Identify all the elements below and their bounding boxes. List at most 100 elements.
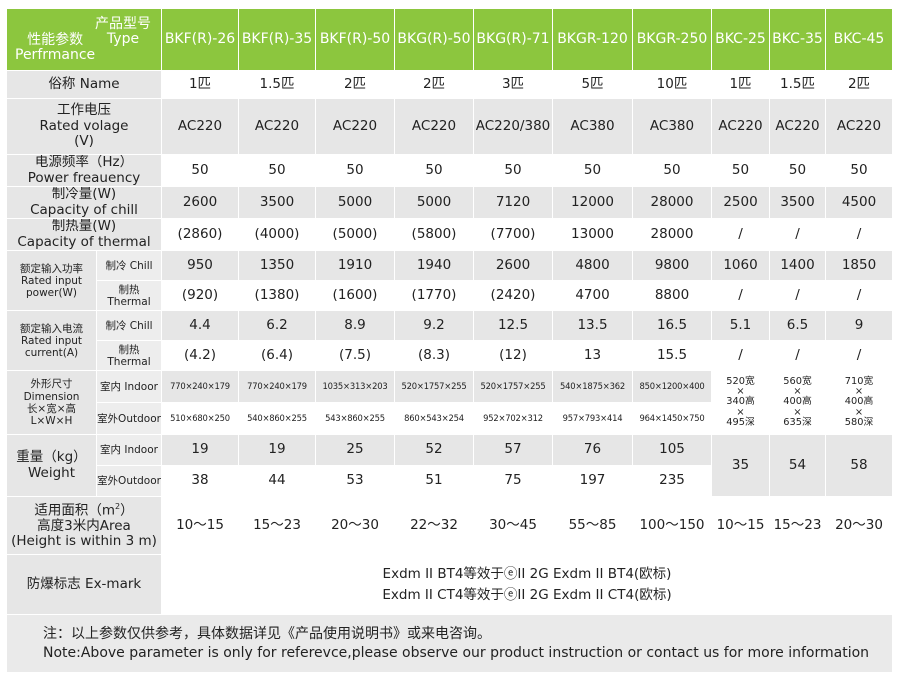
sub-label-outdoor: 室外Outdoor	[96, 402, 162, 436]
row-label-area: 适用面积（m2） 高度3米内Area (Height is within 3 m…	[6, 496, 162, 556]
sub-label-chill: 制冷 Chill	[96, 310, 162, 342]
sub-label-outdoor: 室外Outdoor	[96, 465, 162, 498]
table-cell: 50	[769, 153, 826, 188]
table-cell: 2匹	[315, 70, 395, 99]
table-cell: 1匹	[711, 70, 770, 99]
table-cell: /	[711, 340, 770, 372]
table-cell: 50	[825, 153, 893, 188]
table-cell: 54	[769, 434, 826, 498]
sub-label-indoor: 室内 Indoor	[96, 434, 162, 467]
table-cell: 860×543×254	[394, 402, 474, 436]
table-cell: AC380	[552, 98, 633, 155]
model-header: BKF(R)-50	[315, 8, 395, 71]
table-cell: 50	[394, 153, 474, 188]
table-cell: 1350	[238, 250, 316, 282]
table-cell: (2420)	[473, 280, 553, 312]
bkc-dimension-cell: 520宽 × 340高 × 495深	[711, 370, 770, 436]
table-cell: 9	[825, 310, 893, 342]
table-cell: 540×860×255	[238, 402, 316, 436]
table-cell: AC220	[769, 98, 826, 155]
table-cell: /	[711, 218, 770, 252]
sub-label-thermal: 制热 Thermal	[96, 280, 162, 312]
table-cell: AC220	[315, 98, 395, 155]
table-row: 室外Outdoor 510×680×250 540×860×255 543×86…	[7, 402, 893, 436]
table-cell: 957×793×414	[552, 402, 633, 436]
table-cell: 35	[711, 434, 770, 498]
table-cell: 50	[552, 153, 633, 188]
table-cell: 950	[161, 250, 239, 282]
table-cell: 10匹	[632, 70, 712, 99]
table-cell: 3500	[238, 186, 316, 220]
table-cell: 2匹	[825, 70, 893, 99]
table-cell: 2匹	[394, 70, 474, 99]
table-cell: /	[825, 280, 893, 312]
table-row: 室外Outdoor 38 44 53 51 75 197 235	[7, 465, 893, 498]
row-label-weight: 重量（kg） Weight	[6, 434, 97, 498]
table-cell: 1035×313×203	[315, 370, 395, 404]
table-cell: 53	[315, 465, 395, 498]
table-cell: 28000	[632, 186, 712, 220]
table-cell: 19	[238, 434, 316, 467]
table-cell: 5000	[394, 186, 474, 220]
table-cell: 8.9	[315, 310, 395, 342]
model-header: BKG(R)-71	[473, 8, 553, 71]
row-label-current: 额定输入电流 Rated input current(A)	[6, 310, 97, 372]
table-cell: 1060	[711, 250, 770, 282]
table-cell: (7700)	[473, 218, 553, 252]
table-cell: 50	[315, 153, 395, 188]
table-cell: 19	[161, 434, 239, 467]
table-cell: 58	[825, 434, 893, 498]
table-cell: 50	[711, 153, 770, 188]
table-cell: 1850	[825, 250, 893, 282]
table-row: 俗称 Name 1匹 1.5匹 2匹 2匹 3匹 5匹 10匹 1匹 1.5匹 …	[6, 70, 893, 99]
table-cell: 12000	[552, 186, 633, 220]
table-cell: 76	[552, 434, 633, 467]
model-header: BKC-35	[769, 8, 826, 71]
table-row: 制热 Thermal (920) (1380) (1600) (1770) (2…	[7, 280, 893, 312]
note-en: Note:Above parameter is only for referev…	[43, 644, 870, 661]
table-cell: 16.5	[632, 310, 712, 342]
table-cell: /	[769, 218, 826, 252]
table-row: 工作电压 Rated volage (V) AC220 AC220 AC220 …	[6, 98, 893, 155]
table-cell: 1400	[769, 250, 826, 282]
table-cell: 44	[238, 465, 316, 498]
note-cell: 注：以上参数仅供参考，具体数据详见《产品使用说明书》或来电咨询。 Note:Ab…	[6, 614, 893, 674]
table-cell: AC220	[238, 98, 316, 155]
table-cell: 50	[473, 153, 553, 188]
table-cell: 3匹	[473, 70, 553, 99]
header-corner: 产品型号 Type 性能参数 Perfrmance	[6, 8, 162, 71]
table-cell: 25	[315, 434, 395, 467]
table-cell: 543×860×255	[315, 402, 395, 436]
table-cell: 22～32	[394, 496, 474, 556]
table-cell: 2600	[473, 250, 553, 282]
table-cell: 6.2	[238, 310, 316, 342]
table-cell: /	[825, 218, 893, 252]
table-cell: 520×1757×255	[473, 370, 553, 404]
table-cell: (6.4)	[238, 340, 316, 372]
type-label: 产品型号 Type	[95, 15, 151, 47]
table-cell: 4700	[552, 280, 633, 312]
table-cell: (5000)	[315, 218, 395, 252]
table-cell: 5匹	[552, 70, 633, 99]
table-cell: (2860)	[161, 218, 239, 252]
table-cell: 770×240×179	[238, 370, 316, 404]
table-cell: 1940	[394, 250, 474, 282]
table-cell: 6.5	[769, 310, 826, 342]
table-cell: AC220	[711, 98, 770, 155]
table-cell: (1600)	[315, 280, 395, 312]
row-label-frequency: 电源频率（Hz） Power freauency	[6, 153, 162, 188]
table-row: 防爆标志 Ex-mark Exdm II BT4等效于ⓔII 2G Exdm I…	[6, 554, 893, 616]
table-cell: 4500	[825, 186, 893, 220]
table-row: 电源频率（Hz） Power freauency 50 50 50 50 50 …	[6, 153, 893, 188]
row-label-name: 俗称 Name	[6, 70, 162, 99]
row-label-voltage: 工作电压 Rated volage (V)	[6, 98, 162, 155]
table-cell: (5800)	[394, 218, 474, 252]
table-cell: 10～15	[161, 496, 239, 556]
table-cell: 55～85	[552, 496, 633, 556]
table-cell: (7.5)	[315, 340, 395, 372]
table-cell: 28000	[632, 218, 712, 252]
table-cell: 13	[552, 340, 633, 372]
table-cell: 4.4	[161, 310, 239, 342]
table-cell: 1.5匹	[238, 70, 316, 99]
table-cell: (4.2)	[161, 340, 239, 372]
